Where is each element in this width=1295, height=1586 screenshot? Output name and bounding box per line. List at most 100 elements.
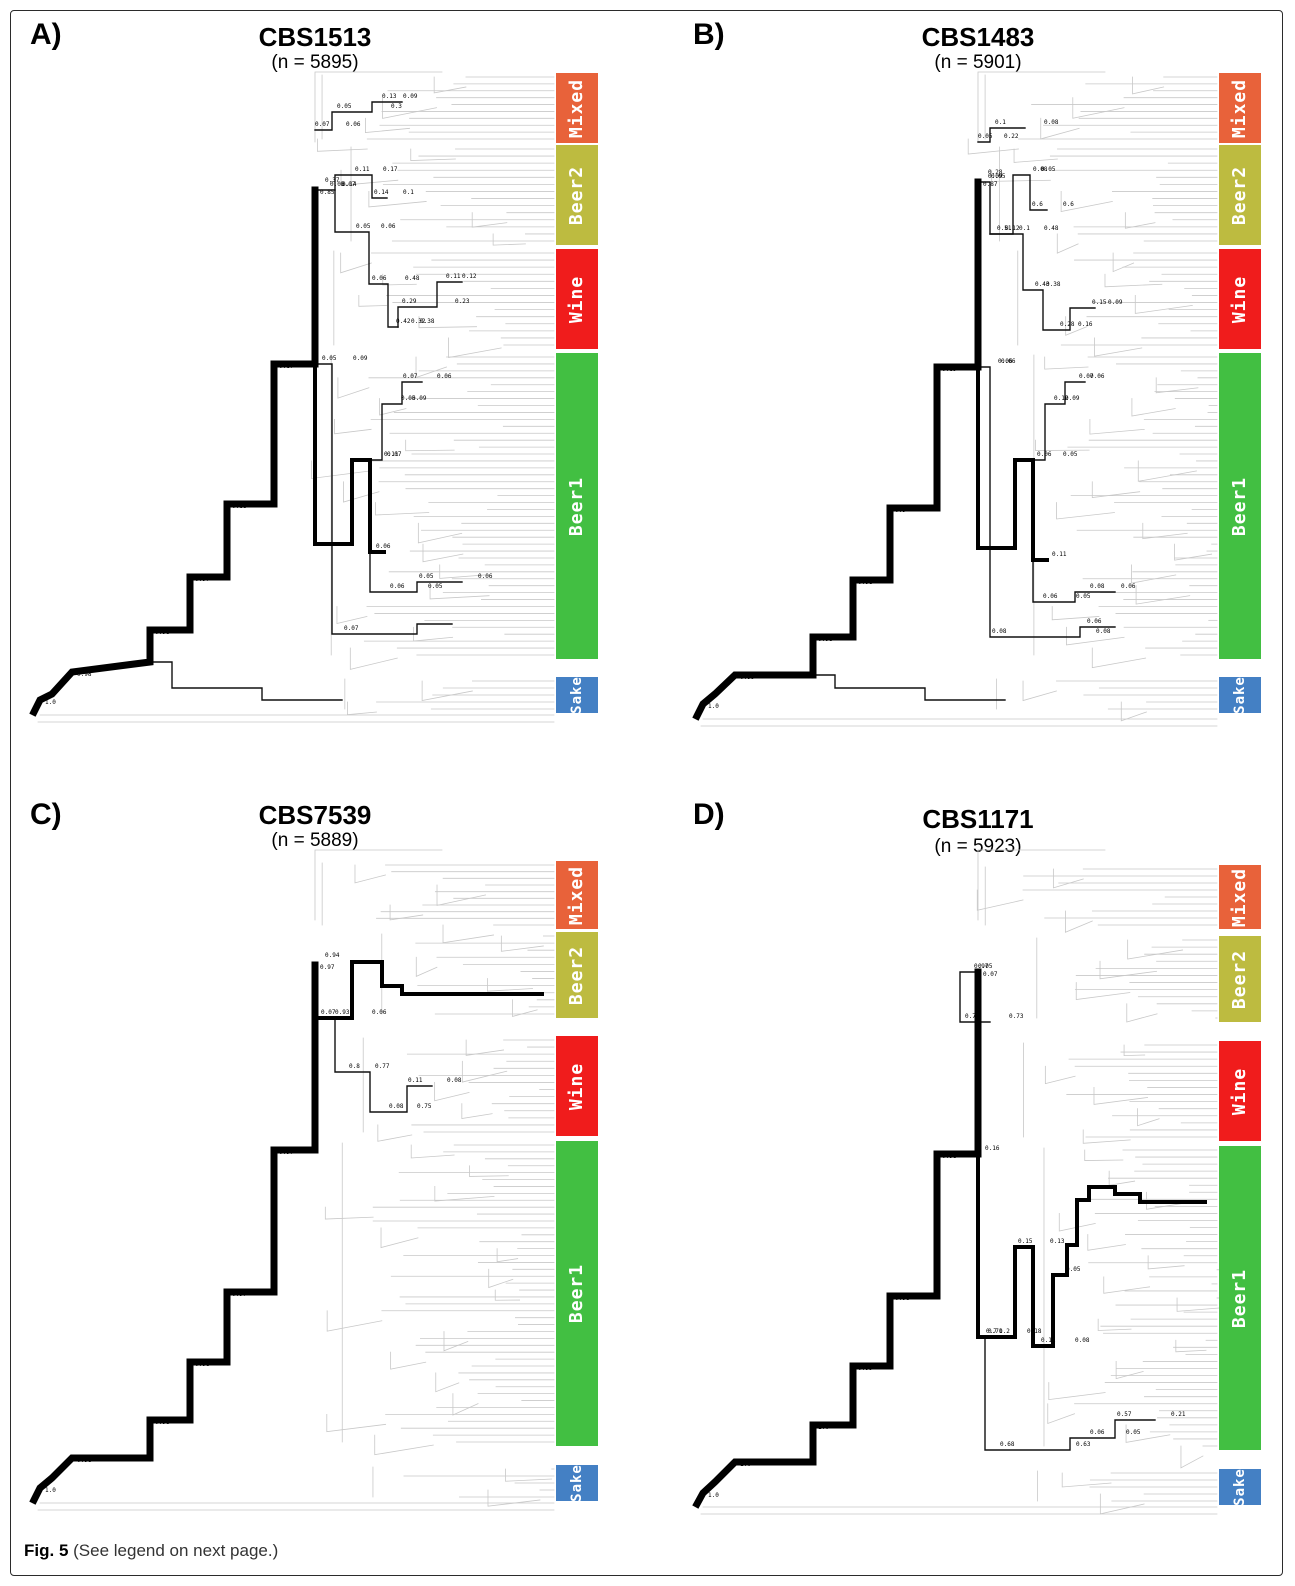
internal-branch	[433, 76, 467, 94]
bold-lineage	[313, 960, 544, 1020]
support-label: 0.11	[408, 1077, 423, 1084]
support-label: 0.05	[419, 573, 434, 580]
support-label: 0.07	[321, 1009, 336, 1016]
internal-branch	[487, 1489, 541, 1507]
support-label: 0.06	[998, 358, 1013, 365]
internal-branch	[343, 481, 380, 503]
internal-branch	[1061, 1472, 1112, 1488]
internal-branch	[317, 138, 368, 152]
support-label: 0.48	[1044, 225, 1059, 232]
support-label: 0.97	[279, 1149, 294, 1156]
support-label: 0.11	[1041, 1337, 1056, 1344]
support-label: 0.94	[325, 952, 340, 959]
panel-title: CBS1513	[258, 22, 372, 52]
internal-branch	[1065, 910, 1093, 933]
internal-branch	[1091, 647, 1147, 669]
clade-bar-mixed: Mixed	[556, 73, 598, 143]
internal-branch	[1099, 960, 1158, 980]
support-label: 0.13	[1050, 1238, 1065, 1245]
internal-branch	[1127, 939, 1184, 960]
support-label: 1.0	[818, 1424, 829, 1431]
support-label: 0.12	[1054, 395, 1069, 402]
internal-branch	[1047, 1403, 1076, 1425]
internal-branch	[1131, 564, 1177, 584]
support-label: 0.06	[478, 573, 493, 580]
internal-branch	[1120, 701, 1147, 722]
clade-bar-beer2: Beer2	[1219, 145, 1261, 245]
clade-bar-beer1: Beer1	[1219, 353, 1261, 659]
internal-branch	[1125, 1424, 1171, 1443]
support-label: 0.1	[995, 119, 1006, 126]
internal-branch	[492, 233, 526, 246]
top-branch	[314, 71, 443, 143]
support-label: 0.09	[1065, 395, 1080, 402]
support-label: 0.15	[1018, 1238, 1033, 1245]
internal-branch	[1175, 1339, 1207, 1353]
internal-branch	[389, 904, 424, 921]
support-label: 0.9	[895, 507, 906, 514]
support-label: 0.06	[1037, 451, 1052, 458]
bold-lineage	[976, 365, 1049, 562]
clade-bar-beer1: Beer1	[1219, 1146, 1261, 1450]
internal-branch	[967, 138, 1019, 155]
internal-branch	[1066, 626, 1125, 646]
internal-branch	[1146, 1191, 1191, 1210]
internal-branch	[512, 999, 538, 1017]
internal-branch	[310, 460, 371, 479]
support-label: 0.05	[1063, 451, 1078, 458]
highlight-branch	[149, 661, 343, 701]
internal-branch	[421, 680, 473, 702]
clade-bar-beer2: Beer2	[1219, 936, 1261, 1022]
internal-branch	[1099, 1493, 1145, 1515]
top-branch	[977, 71, 1106, 143]
support-label: 0.21	[1171, 1411, 1186, 1418]
support-label: 0.07	[1079, 373, 1094, 380]
caption-label: Fig. 5	[24, 1541, 69, 1560]
support-label: 0.18	[1027, 1328, 1042, 1335]
support-label: 0.14	[342, 181, 357, 188]
internal-branch	[1137, 1108, 1160, 1127]
internal-branch	[439, 564, 486, 579]
internal-branch	[461, 1103, 493, 1120]
support-label: 0.08	[1044, 119, 1059, 126]
support-label: 0.38	[420, 318, 435, 325]
backbone-lineage	[692, 968, 982, 1509]
internal-branch	[417, 522, 463, 544]
internal-branch	[442, 924, 495, 944]
panel-letter: C)	[30, 798, 62, 831]
support-label: 0.1	[403, 189, 414, 196]
internal-branch	[354, 864, 386, 884]
support-label: 0.09	[988, 173, 1003, 180]
support-label: 0.37	[325, 177, 340, 184]
internal-branch	[382, 273, 417, 286]
support-label: 0.06	[1001, 358, 1016, 365]
support-label: 0.07	[387, 451, 402, 458]
support-label: 0.99	[858, 1365, 873, 1372]
clade-bar-mixed: Mixed	[1219, 865, 1261, 929]
support-label: 0.3	[391, 103, 402, 110]
internal-branch	[1013, 148, 1058, 163]
clade-bar-beer2: Beer2	[556, 145, 598, 245]
panel-subtitle: (n = 5901)	[934, 52, 1022, 73]
internal-branch	[1035, 439, 1090, 451]
internal-branch	[379, 398, 407, 416]
internal-branch	[1084, 1149, 1124, 1161]
highlight-branch	[1032, 559, 1116, 603]
support-label: 0.85	[320, 189, 335, 196]
support-label: 0.07	[983, 971, 998, 978]
support-label: 0.05	[401, 395, 416, 402]
internal-branch	[374, 1434, 434, 1456]
panel-c: C) CBS7539 (n = 5889) 1.0 0.98 0.98 0.98 0.9…	[22, 790, 662, 1570]
internal-branch	[1093, 1087, 1149, 1105]
internal-branch	[380, 1227, 419, 1249]
support-label: 1.0	[45, 1487, 56, 1494]
panel-letter: A)	[30, 18, 62, 51]
support-label: 0.05	[1041, 166, 1056, 173]
support-label: 0.11	[1052, 551, 1067, 558]
internal-branch	[1056, 502, 1115, 520]
support-label: 1.0	[708, 703, 719, 710]
highlight-branch	[369, 551, 463, 593]
support-label: 0.09	[412, 395, 427, 402]
support-label: 1.0	[740, 1461, 751, 1468]
support-label: 0.87	[279, 363, 294, 370]
